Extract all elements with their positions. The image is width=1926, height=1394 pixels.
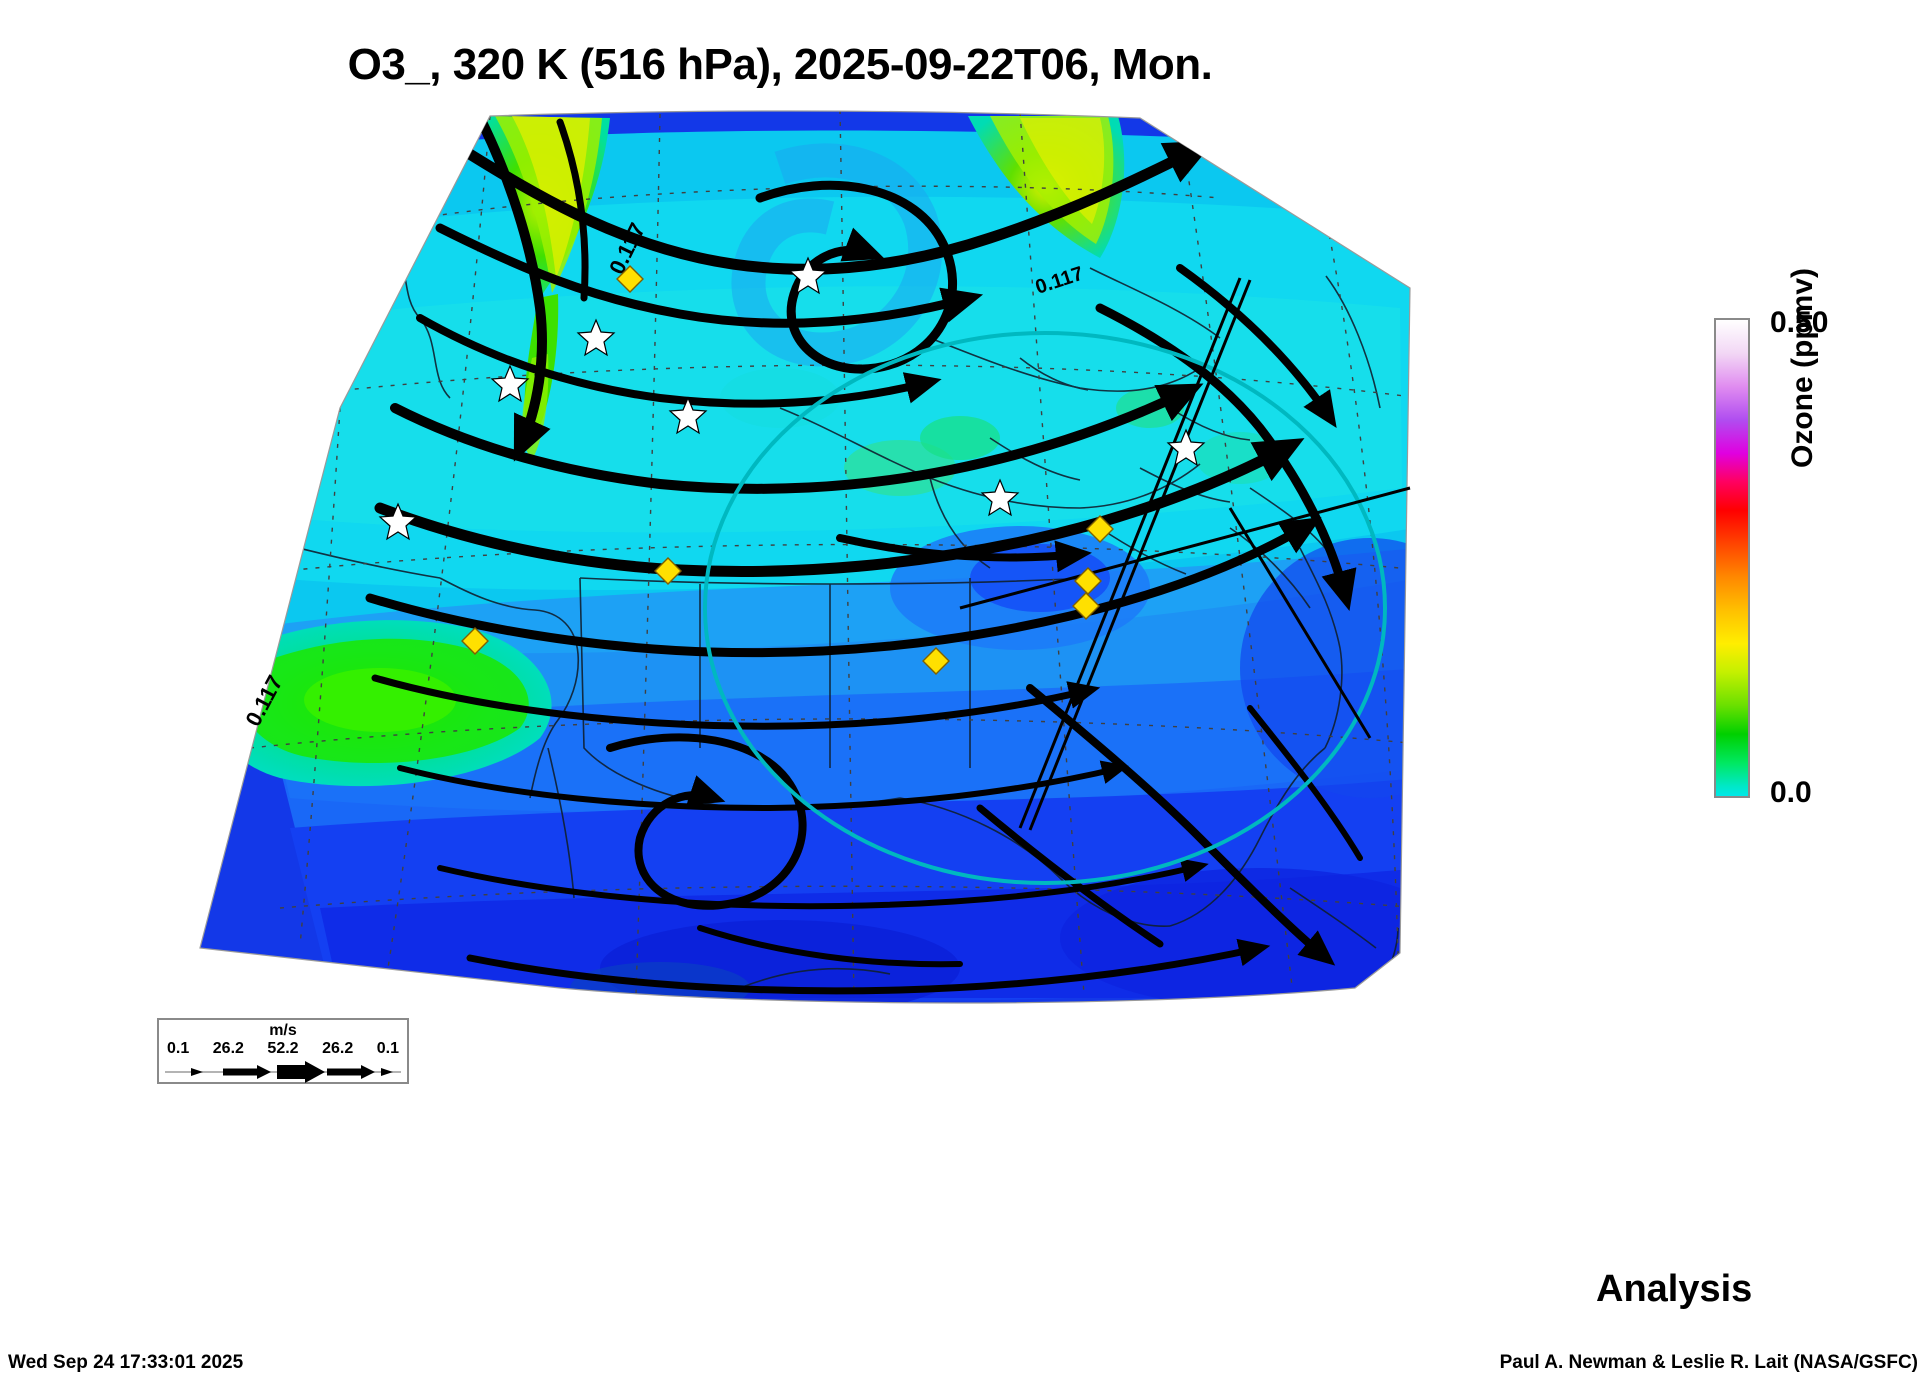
- render-timestamp: Wed Sep 24 17:33:01 2025: [8, 1352, 244, 1373]
- author-credit: Paul A. Newman & Leslie R. Lait (NASA/GS…: [1499, 1352, 1918, 1373]
- wind-tick-3: 26.2: [322, 1040, 354, 1057]
- flight-track-lines: [959, 277, 1411, 831]
- colorbar-max-label: 0.50: [1770, 306, 1829, 339]
- analysis-label: Analysis: [1596, 1268, 1753, 1310]
- ozone-map[interactable]: 0.117 0.117 0.117: [140, 108, 1560, 1008]
- wind-arrow-scale-icon: [165, 1061, 401, 1083]
- station-markers-star[interactable]: [378, 256, 1206, 541]
- colorbar: 0.50 0.0 Ozone (ppmv): [1700, 268, 1926, 838]
- wind-streamlines: [365, 113, 1363, 995]
- map-border: [199, 110, 1411, 1004]
- colorbar-axis-title: Ozone (ppmv): [1786, 268, 1819, 468]
- wind-speed-legend: m/s 0.1 26.2 52.2 26.2 0.1: [157, 1018, 409, 1084]
- page-title: O3_, 320 K (516 hPa), 2025-09-22T06, Mon…: [347, 40, 1213, 89]
- wind-tick-labels: 0.1 26.2 52.2 26.2 0.1: [159, 1040, 407, 1058]
- wind-tick-1: 26.2: [212, 1040, 244, 1057]
- wind-units-label: m/s: [269, 1022, 297, 1039]
- range-circle: [703, 331, 1387, 885]
- wind-tick-4: 0.1: [376, 1040, 399, 1057]
- station-markers-diamond[interactable]: [461, 265, 1114, 675]
- wind-tick-2: 52.2: [267, 1040, 299, 1057]
- wind-tick-0: 0.1: [167, 1040, 190, 1057]
- colorbar-gradient: [1714, 318, 1750, 798]
- map-panel[interactable]: 0.117 0.117 0.117: [140, 108, 1560, 1008]
- colorbar-min-label: 0.0: [1770, 776, 1812, 809]
- lat-lon-graticule: [200, 111, 1410, 999]
- ozone-field: [200, 111, 1410, 1003]
